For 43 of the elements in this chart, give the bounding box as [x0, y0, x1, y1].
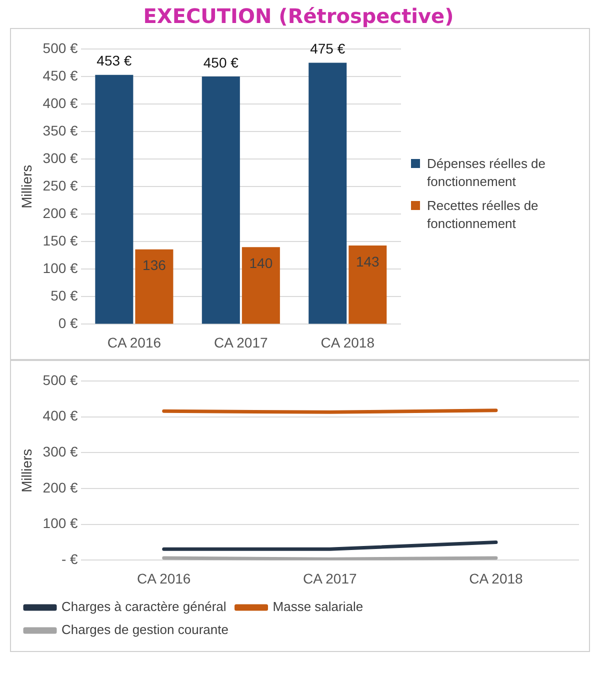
x-tick-label: CA 2018: [469, 570, 524, 586]
data-label: 143: [356, 253, 380, 270]
y-tick-label: 300 €: [42, 444, 78, 460]
data-label: 453 €: [96, 52, 132, 69]
y-tick-label: 400 €: [42, 94, 78, 111]
y-tick-label: 100 €: [42, 260, 78, 276]
data-label: 450 €: [203, 54, 239, 70]
y-tick-label: 500 €: [42, 372, 78, 388]
bar: [348, 245, 387, 324]
legend-label: Charges de gestion courante: [62, 622, 228, 638]
bar: [202, 76, 240, 324]
bar: [95, 74, 134, 324]
y-tick-label: 350 €: [42, 122, 78, 138]
data-label: 140: [249, 255, 273, 272]
legend-label: Recettes réelles de fonctionnement: [427, 197, 540, 233]
bar: [135, 249, 174, 324]
legend-label: Charges à caractère général: [62, 599, 226, 614]
x-tick-label: CA 2016: [137, 570, 191, 586]
y-tick-label: 400 €: [42, 408, 78, 424]
y-tick-label: 100 €: [42, 515, 78, 532]
y-tick-label: 300 €: [42, 150, 78, 166]
y-tick-label: - €: [61, 551, 78, 568]
y-tick-label: 500 €: [42, 40, 78, 56]
bar: [242, 247, 280, 324]
chart-title: EXECUTION (Rétrospective): [142, 4, 455, 28]
x-tick-label: CA 2018: [320, 334, 375, 350]
legend-label: Masse salariale: [272, 599, 364, 614]
data-label: 136: [142, 257, 166, 274]
y-axis-title: Milliers: [18, 448, 34, 492]
y-tick-label: 150 €: [42, 232, 78, 248]
y-tick-label: 450 €: [42, 67, 78, 84]
legend-label: Dépenses réelles de fonctionnement: [427, 155, 547, 191]
y-tick-label: 200 €: [42, 479, 78, 496]
x-tick-label: CA 2017: [214, 334, 268, 350]
y-axis-title: Milliers: [18, 164, 34, 208]
x-tick-label: CA 2017: [303, 570, 357, 586]
x-tick-label: CA 2016: [107, 334, 162, 350]
bar: [308, 62, 347, 324]
y-tick-label: 250 €: [42, 177, 78, 194]
y-tick-label: 200 €: [42, 204, 78, 221]
y-tick-label: 50 €: [50, 288, 78, 304]
y-tick-label: 0 €: [58, 315, 78, 332]
data-label: 475 €: [310, 40, 346, 57]
